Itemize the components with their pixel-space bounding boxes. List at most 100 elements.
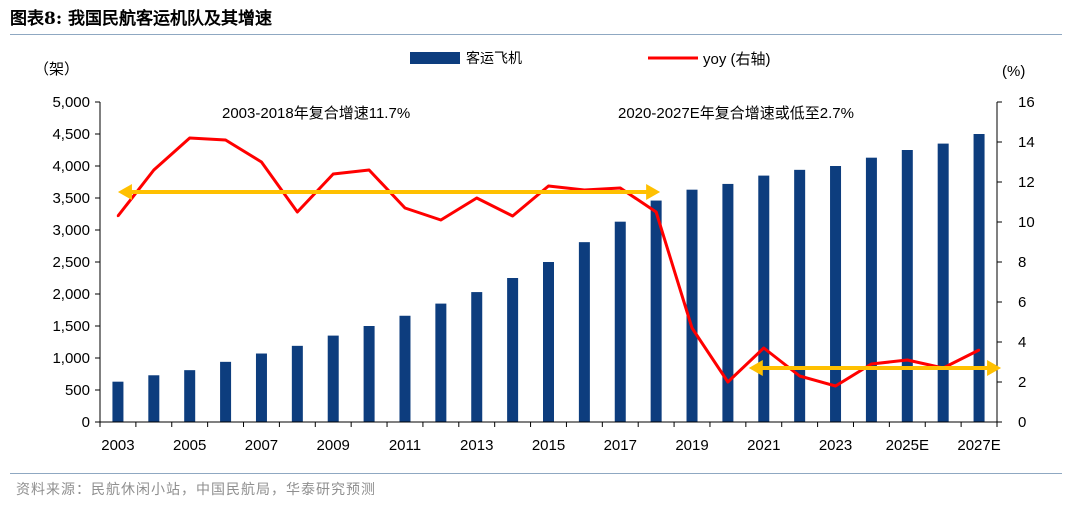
legend-bar-swatch [410,52,460,64]
right-tick-label: 8 [1018,254,1026,271]
right-tick-label: 2 [1018,374,1026,391]
x-tick-label: 2025E [886,437,929,454]
cagr-arrow-2 [748,360,1002,376]
cagr-arrow-head-right [646,184,661,200]
bar-2017 [614,221,626,422]
left-tick-label: 5,000 [52,94,90,111]
x-tick-label: 2019 [675,437,708,454]
left-tick-label: 1,500 [52,318,90,335]
bar-2004 [148,375,160,422]
bar-2024 [865,157,877,422]
bar-2020 [722,183,734,422]
yoy-point-2005 [188,136,191,140]
annotation-arrows [117,184,1002,376]
cagr-arrow-head-left [117,184,132,200]
left-tick-label: 2,500 [52,254,90,271]
yoy-point-2024 [870,362,873,366]
yoy-point-2008 [296,210,299,214]
x-tick-label: 2027E [957,437,1000,454]
bar-2014 [507,278,519,422]
left-tick-label: 3,500 [52,190,90,207]
right-axis-label: (%) [1002,63,1025,80]
bar-2006 [220,361,232,422]
line-series-yoy [116,136,981,388]
figure-title: 图表8: 我国民航客运机队及其增速 [10,9,273,29]
yoy-point-2018 [654,210,658,214]
legend: 客运飞机 yoy (右轴) [410,50,771,68]
bar-2003 [112,381,124,422]
yoy-point-2003 [116,214,120,218]
x-tick-label: 2015 [532,437,565,454]
left-tick-label: 2,000 [52,286,90,303]
yoy-point-2027E [977,348,981,352]
yoy-point-2010 [367,168,371,172]
left-tick-label: 4,500 [52,126,90,143]
yoy-point-2020 [726,380,730,384]
bar-2023 [830,166,842,422]
yoy-point-2009 [332,172,335,176]
left-tick-label: 4,000 [52,158,90,175]
right-axis: 0 2 4 6 8 10 12 14 16 [996,94,1035,431]
bar-2005 [184,370,196,422]
yoy-point-2019 [690,326,694,330]
bar-2026E [937,143,949,422]
yoy-point-2011 [403,206,407,210]
bar-series-passenger-aircraft [112,134,985,422]
bottom-rule [10,473,1062,474]
cagr-arrow-head-right [987,360,1002,376]
bar-2015 [543,262,554,422]
bar-2008 [291,345,303,422]
yoy-point-2025E [906,358,909,362]
legend-bar-label: 客运飞机 [466,50,522,66]
right-tick-label: 6 [1018,294,1026,311]
right-tick-label: 14 [1018,134,1035,151]
annotation-text-cagr-2003-2018: 2003-2018年复合增速11.7% [222,104,410,122]
bar-2012 [435,303,447,422]
cagr-arrow-1 [117,184,661,200]
x-tick-label: 2003 [101,437,134,454]
yoy-point-2021 [762,346,765,350]
x-tick-label: 2023 [819,437,852,454]
left-axis: 0 500 1,000 1,500 2,000 2,500 3,000 3,500 4,000 4… [52,94,101,431]
bar-2018 [650,200,662,422]
x-tick-label: 2009 [317,437,350,454]
yoy-point-2015 [547,184,550,188]
left-tick-label: 0 [82,414,90,431]
bar-2021 [758,175,770,422]
yoy-point-2013 [475,196,478,200]
bar-2027E [973,134,985,422]
left-tick-label: 3,000 [52,222,90,239]
left-axis-label: （架） [34,61,79,78]
bar-2007 [255,353,267,422]
x-tick-label: 2021 [747,437,780,454]
yoy-point-2023 [834,384,837,388]
yoy-point-2022 [798,374,801,378]
left-tick-label: 1,000 [52,350,90,367]
right-tick-label: 0 [1018,414,1026,431]
yoy-point-2007 [260,160,263,164]
x-axis: 2003 2005 2007 2009 2011 2013 2015 2017 2019 2021… [99,421,1001,454]
bar-2025E [901,150,913,422]
x-tick-label: 2017 [604,437,637,454]
left-tick-label: 500 [65,382,90,399]
right-tick-label: 10 [1018,214,1035,231]
legend-line-label: yoy (右轴) [703,51,771,68]
yoy-point-2006 [224,138,227,142]
x-tick-label: 2013 [460,437,493,454]
yoy-point-2004 [152,168,156,172]
bar-2011 [399,315,411,422]
cagr-arrow-head-left [748,360,763,376]
x-tick-label: 2011 [389,437,421,454]
annotation-text-cagr-2020-2027: 2020-2027E年复合增速或低至2.7% [618,104,854,122]
source-note: 资料来源：民航休闲小站，中国民航局，华泰研究预测 [16,482,376,498]
right-tick-label: 16 [1018,94,1035,111]
x-tick-label: 2005 [173,437,206,454]
bar-2010 [363,326,375,422]
bar-2009 [327,335,339,422]
yoy-point-2012 [439,218,443,222]
right-tick-label: 12 [1018,174,1035,191]
top-rule [10,34,1062,35]
x-tick-label: 2007 [245,437,278,454]
yoy-point-2017 [619,186,622,190]
